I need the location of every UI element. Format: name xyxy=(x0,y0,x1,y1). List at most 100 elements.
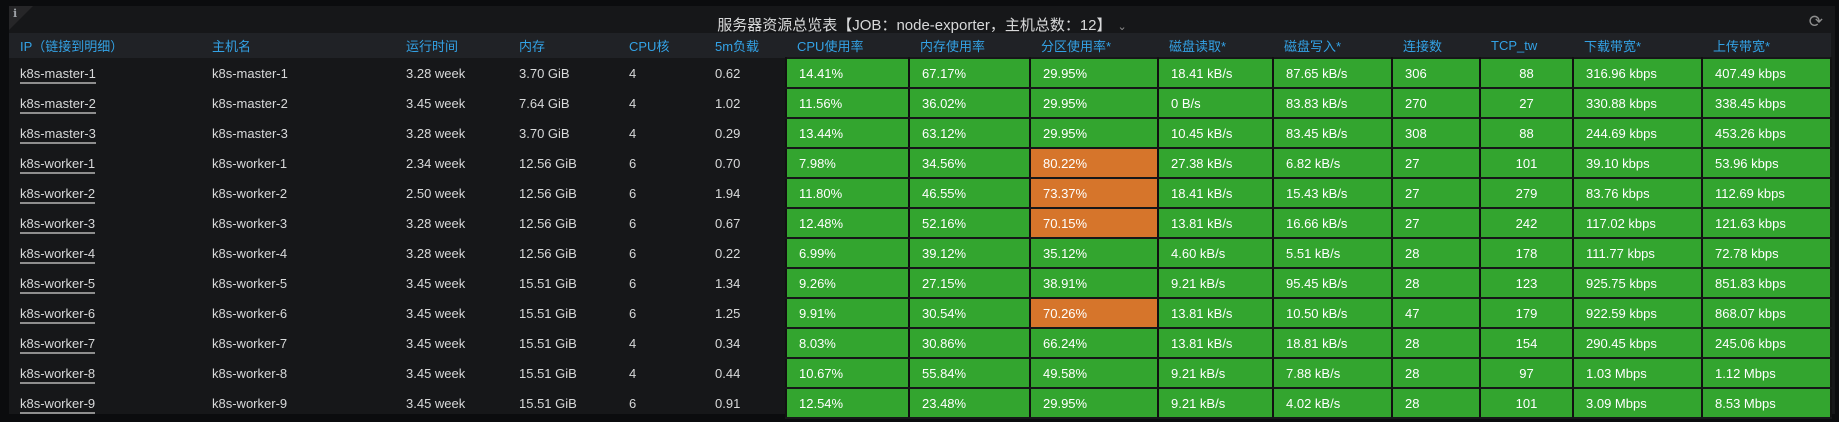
cell-part: 80.22% xyxy=(1029,147,1159,179)
cell-ip: k8s-worker-1 xyxy=(9,148,201,178)
cell-dr: 18.41 kB/s xyxy=(1157,57,1274,89)
table-row: k8s-worker-8 k8s-worker-8 3.45 week 15.51 G… xyxy=(9,357,1832,389)
cell-part: 70.26% xyxy=(1029,297,1159,329)
column-header[interactable]: 连接数 xyxy=(1392,33,1480,58)
cell-host: k8s-worker-6 xyxy=(212,305,288,321)
cell-dr: 4.60 kB/s xyxy=(1157,237,1274,269)
cell-part: 35.12% xyxy=(1029,237,1159,269)
cell-up: 453.26 kbps xyxy=(1701,117,1832,149)
cell-part: 70.15% xyxy=(1029,207,1159,239)
cell-cores: 4 xyxy=(629,125,637,141)
cell-mem: 12.56 GiB xyxy=(519,245,577,261)
cell-cores: 6 xyxy=(629,275,637,291)
cell-memu: 55.84% xyxy=(908,357,1031,389)
cell-load: 0.29 xyxy=(715,125,741,141)
host-detail-link[interactable]: k8s-master-3 xyxy=(20,125,96,144)
cell-uptime: 2.50 week xyxy=(406,185,466,201)
cell-dw: 15.43 kB/s xyxy=(1272,177,1393,209)
host-detail-link[interactable]: k8s-worker-5 xyxy=(20,275,96,294)
column-header[interactable]: TCP_tw xyxy=(1480,33,1573,58)
column-header[interactable]: 运行时间 xyxy=(395,33,508,58)
column-header[interactable]: IP（链接到明细） xyxy=(9,33,201,58)
host-detail-link[interactable]: k8s-worker-6 xyxy=(20,305,96,324)
host-detail-link[interactable]: k8s-worker-7 xyxy=(20,335,96,354)
cell-up: 53.96 kbps xyxy=(1701,147,1832,179)
host-detail-link[interactable]: k8s-worker-8 xyxy=(20,365,96,384)
cell-ip: k8s-master-2 xyxy=(9,88,201,118)
cell-tcp: 279 xyxy=(1479,177,1574,209)
cell-cores: 6 xyxy=(629,185,637,201)
panel-info-corner[interactable] xyxy=(9,6,33,30)
host-detail-link[interactable]: k8s-master-1 xyxy=(20,65,96,84)
cell-uptime: 3.45 week xyxy=(406,275,466,291)
cell-conn: 270 xyxy=(1391,87,1481,119)
cell-part: 73.37% xyxy=(1029,177,1159,209)
host-detail-link[interactable]: k8s-worker-1 xyxy=(20,155,96,174)
host-detail-link[interactable]: k8s-master-2 xyxy=(20,95,96,114)
cell-memu: 27.15% xyxy=(908,267,1031,299)
cell-cores: 4 xyxy=(629,335,637,351)
cell-tcp: 123 xyxy=(1479,267,1574,299)
cell-conn: 27 xyxy=(1391,147,1481,179)
server-overview-panel: i 服务器资源总览表【JOB：node-exporter，主机总数：12】 ⌄ ⟳… xyxy=(9,6,1835,419)
cell-dw: 4.02 kB/s xyxy=(1272,387,1393,419)
cell-up: 407.49 kbps xyxy=(1701,57,1832,89)
table-row: k8s-worker-9 k8s-worker-9 3.45 week 15.51 G… xyxy=(9,387,1832,419)
panel-title[interactable]: 服务器资源总览表【JOB：node-exporter，主机总数：12】 ⌄ xyxy=(9,14,1835,35)
cell-up: 121.63 kbps xyxy=(1701,207,1832,239)
cell-host: k8s-worker-8 xyxy=(212,365,288,381)
column-header[interactable]: 主机名 xyxy=(201,33,395,58)
column-header[interactable]: 5m负载 xyxy=(704,33,786,58)
cell-down: 330.88 kbps xyxy=(1572,87,1703,119)
column-header[interactable]: 分区使用率* xyxy=(1030,33,1158,58)
column-header[interactable]: 磁盘读取* xyxy=(1158,33,1273,58)
table-row: k8s-worker-2 k8s-worker-2 2.50 week 12.56 G… xyxy=(9,177,1832,209)
cell-conn: 308 xyxy=(1391,117,1481,149)
cell-tcp: 154 xyxy=(1479,327,1574,359)
info-icon[interactable]: i xyxy=(13,7,18,20)
chevron-down-icon[interactable]: ⌄ xyxy=(1117,21,1127,33)
table-row: k8s-master-2 k8s-master-2 3.45 week 7.64 Gi… xyxy=(9,87,1832,119)
column-header[interactable]: 内存使用率 xyxy=(909,33,1030,58)
cell-cpu: 10.67% xyxy=(785,357,910,389)
cell-down: 117.02 kbps xyxy=(1572,207,1703,239)
table-row: k8s-worker-1 k8s-worker-1 2.34 week 12.56 G… xyxy=(9,147,1832,179)
cell-down: 925.75 kbps xyxy=(1572,267,1703,299)
cell-dw: 95.45 kB/s xyxy=(1272,267,1393,299)
cell-dr: 13.81 kB/s xyxy=(1157,327,1274,359)
cell-cores: 6 xyxy=(629,155,637,171)
cell-part: 29.95% xyxy=(1029,57,1159,89)
cell-uptime: 3.45 week xyxy=(406,335,466,351)
cell-cores: 4 xyxy=(629,365,637,381)
cell-dw: 83.45 kB/s xyxy=(1272,117,1393,149)
host-detail-link[interactable]: k8s-worker-9 xyxy=(20,395,96,414)
cell-dw: 87.65 kB/s xyxy=(1272,57,1393,89)
cell-mem: 15.51 GiB xyxy=(519,335,577,351)
cell-dr: 9.21 kB/s xyxy=(1157,387,1274,419)
cell-uptime: 3.45 week xyxy=(406,395,466,411)
refresh-icon[interactable]: ⟳ xyxy=(1808,12,1823,31)
cell-conn: 28 xyxy=(1391,357,1481,389)
cell-memu: 52.16% xyxy=(908,207,1031,239)
cell-memu: 63.12% xyxy=(908,117,1031,149)
cell-cores: 6 xyxy=(629,245,637,261)
cell-load: 0.70 xyxy=(715,155,741,171)
cell-uptime: 3.45 week xyxy=(406,95,466,111)
column-header[interactable]: 磁盘写入* xyxy=(1273,33,1392,58)
cell-tcp: 179 xyxy=(1479,297,1574,329)
cell-cpu: 14.41% xyxy=(785,57,910,89)
table-row: k8s-master-3 k8s-master-3 3.28 week 3.70 Gi… xyxy=(9,117,1832,149)
column-header[interactable]: 上传带宽* xyxy=(1702,33,1831,58)
column-header[interactable]: 内存 xyxy=(508,33,618,58)
cell-cpu: 8.03% xyxy=(785,327,910,359)
cell-tcp: 101 xyxy=(1479,147,1574,179)
host-detail-link[interactable]: k8s-worker-4 xyxy=(20,245,96,264)
cell-dr: 27.38 kB/s xyxy=(1157,147,1274,179)
cell-load: 0.67 xyxy=(715,215,741,231)
host-detail-link[interactable]: k8s-worker-2 xyxy=(20,185,96,204)
cell-cores: 6 xyxy=(629,305,637,321)
column-header[interactable]: CPU核 xyxy=(618,33,704,58)
host-detail-link[interactable]: k8s-worker-3 xyxy=(20,215,96,234)
column-header[interactable]: 下载带宽* xyxy=(1573,33,1702,58)
column-header[interactable]: CPU使用率 xyxy=(786,33,909,58)
